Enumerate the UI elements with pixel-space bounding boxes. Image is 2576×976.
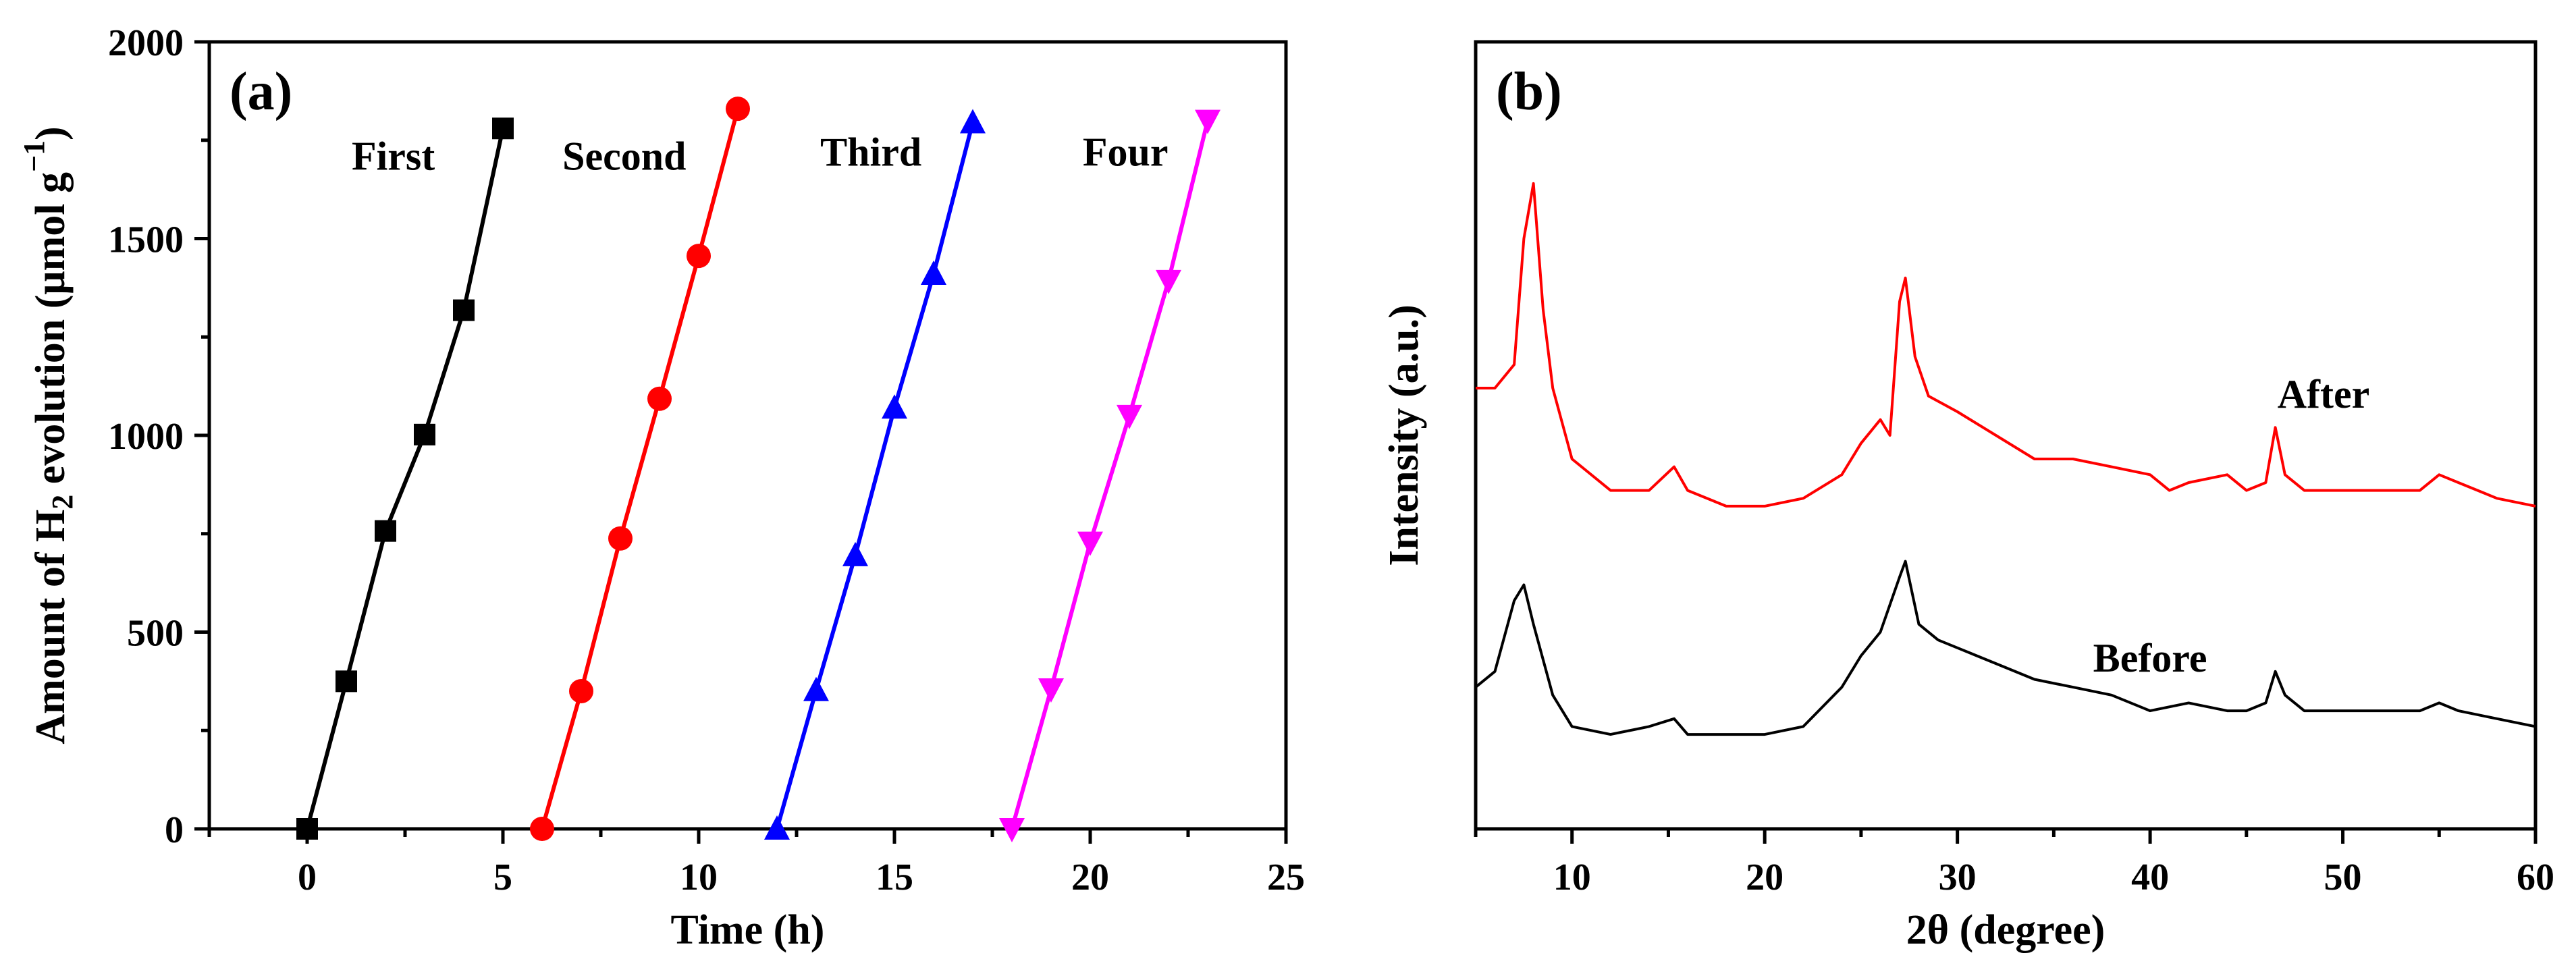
x-tick-label: 40 <box>2131 857 2169 898</box>
series-line-third <box>775 121 975 830</box>
x-tick-label: 10 <box>1553 857 1591 898</box>
x-tick-label: 30 <box>1939 857 1977 898</box>
data-point <box>492 117 514 140</box>
data-point <box>414 423 435 445</box>
series-annotation: Second <box>562 134 686 178</box>
x-axis-label: 2θ (degree) <box>1906 907 2105 953</box>
series-line-after <box>1476 182 2536 508</box>
data-point <box>1077 531 1103 556</box>
y-axis-label-part: evolution (μmol g <box>28 172 74 495</box>
data-point <box>764 815 790 840</box>
data-point <box>726 97 750 121</box>
data-point <box>1156 269 1181 294</box>
y-tick-label: 500 <box>127 613 184 655</box>
plot-frame <box>1474 40 2538 831</box>
data-point <box>1038 678 1064 703</box>
x-tick-label: 20 <box>1071 857 1109 898</box>
x-tick-label: 50 <box>2324 857 2362 898</box>
series-annotation: After <box>2278 372 2370 416</box>
x-tick-label: 5 <box>493 857 512 898</box>
panel-label: (b) <box>1496 62 1562 121</box>
data-point <box>608 526 633 551</box>
data-point <box>569 678 593 703</box>
x-tick-label: 10 <box>680 857 718 898</box>
y-axis-label-part: ) <box>28 126 74 140</box>
x-tick-label: 20 <box>1746 857 1783 898</box>
x-tick-label: 60 <box>2517 857 2554 898</box>
series-line-four <box>1010 119 1210 830</box>
data-point <box>960 109 986 134</box>
y-tick-label: 1500 <box>108 219 184 261</box>
y-tick-label: 2000 <box>108 22 184 64</box>
data-point <box>375 520 396 542</box>
series-line-before <box>1474 560 2536 736</box>
x-tick-label: 25 <box>1267 857 1305 898</box>
series-line-first <box>305 128 505 830</box>
data-point <box>921 260 946 285</box>
panel-label: (a) <box>230 62 292 121</box>
y-axis-label-part: 2 <box>46 495 79 510</box>
data-point <box>1195 109 1220 134</box>
data-point <box>647 386 672 411</box>
data-point <box>803 676 829 701</box>
data-point <box>1117 404 1142 429</box>
series-annotation: First <box>352 134 435 178</box>
y-axis-label-part: −1 <box>18 140 51 172</box>
y-axis-label-part: Amount of H <box>28 510 74 744</box>
y-tick-label: 0 <box>165 809 184 851</box>
data-point <box>842 541 868 566</box>
y-tick-label: 1000 <box>108 416 184 458</box>
data-point <box>336 670 357 693</box>
data-point <box>882 394 907 419</box>
data-point <box>687 244 711 269</box>
y-axis-label: Amount of H2 evolution (μmol g−1) <box>18 126 79 744</box>
series-line-second <box>540 108 740 830</box>
data-point <box>453 299 475 321</box>
panel-b-chart: 10 20 30 40 50 60 2θ (degree) Intensity (a.u.) (… <box>1381 40 2554 953</box>
x-axis-label: Time (h) <box>671 907 825 953</box>
data-point <box>530 817 554 841</box>
data-point <box>296 818 318 840</box>
y-axis-label: Intensity (a.u.) <box>1381 304 1427 566</box>
x-tick-label: 0 <box>298 857 317 898</box>
x-tick-label: 15 <box>876 857 913 898</box>
series-annotation: Four <box>1083 130 1169 175</box>
series-annotation: Third <box>820 130 921 175</box>
panel-a-chart: 0 5 10 15 20 25 0 500 1000 1500 2000 Time (h) Amount… <box>18 22 1305 953</box>
data-point <box>999 818 1025 842</box>
series-annotation: Before <box>2093 636 2207 680</box>
